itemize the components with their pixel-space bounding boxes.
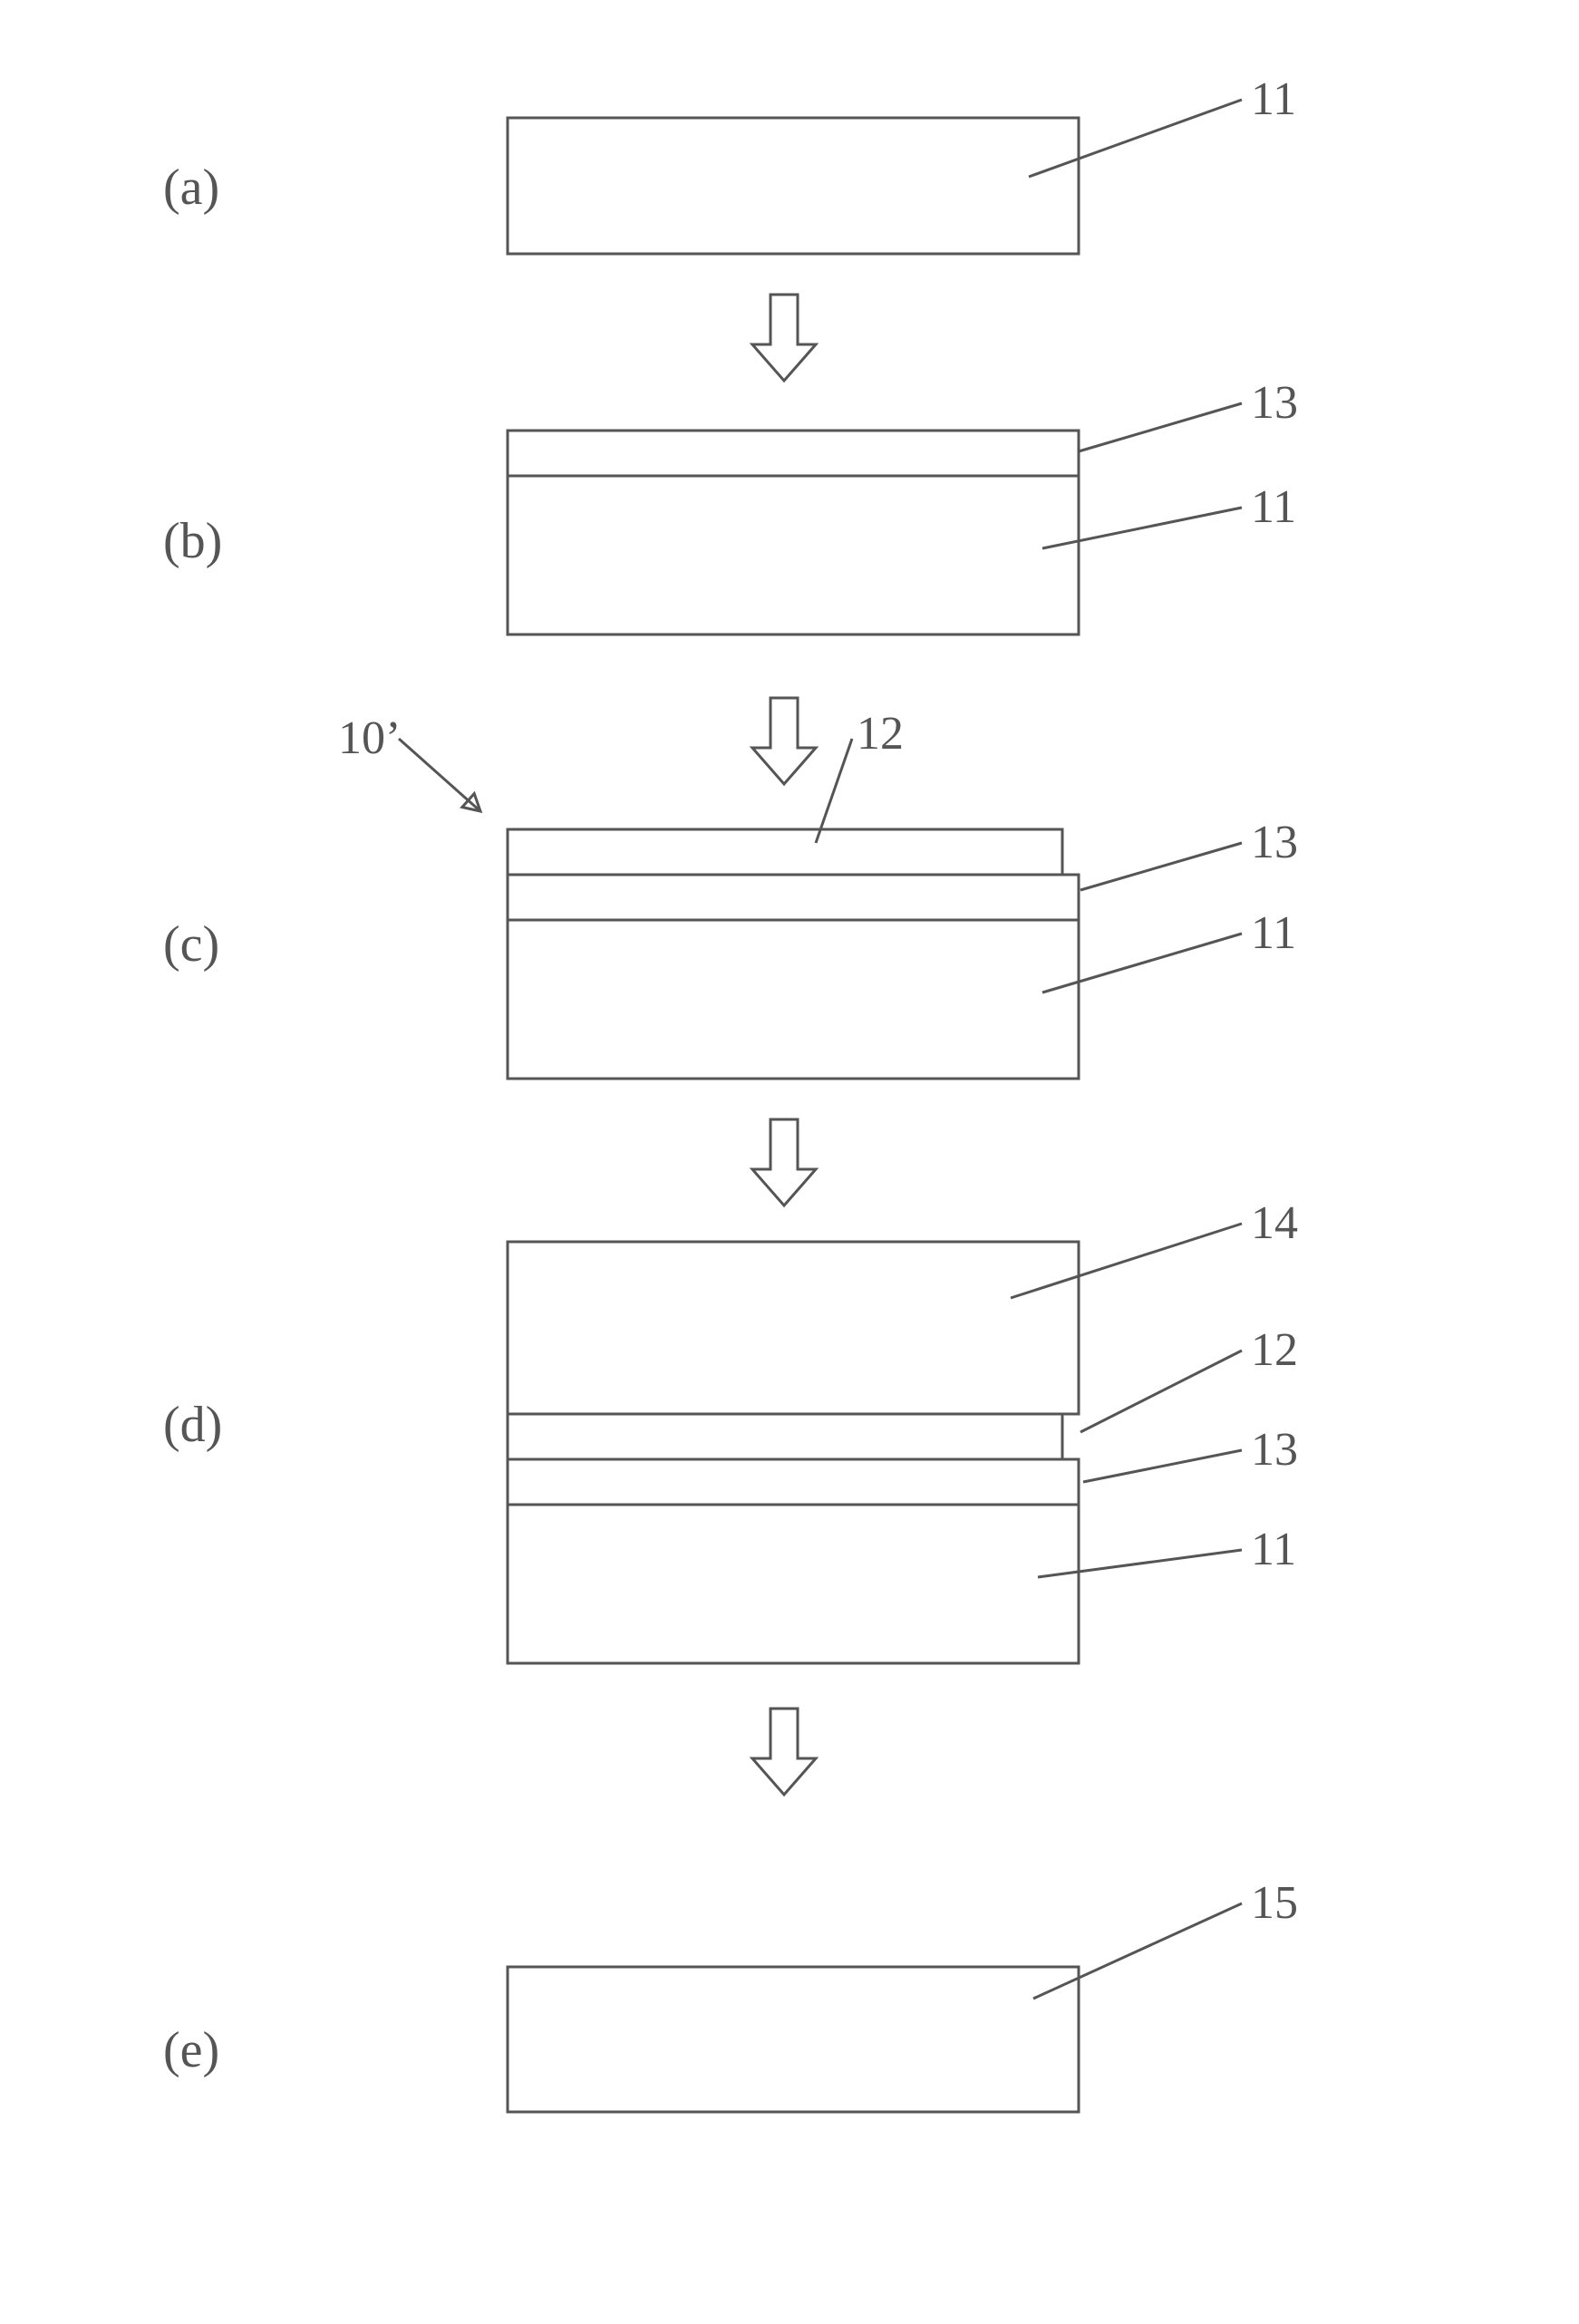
flow-arrows-group xyxy=(752,295,816,1795)
flow-arrow-3 xyxy=(752,1709,816,1795)
leader-line-3 xyxy=(1080,843,1242,890)
leader-line-7 xyxy=(1080,1351,1242,1432)
layer-d-l12 xyxy=(508,1414,1062,1459)
leader-line-6 xyxy=(1011,1224,1242,1298)
layer-d-l14 xyxy=(508,1242,1079,1414)
layer-d-l13 xyxy=(508,1459,1079,1505)
layer-e-l15 xyxy=(508,1967,1079,2112)
layer-b-sub xyxy=(508,476,1079,634)
leader-line-1 xyxy=(1079,403,1242,451)
layer-c-l12 xyxy=(508,829,1062,875)
flow-arrow-1 xyxy=(752,698,816,784)
flow-arrow-0 xyxy=(752,295,816,381)
leader-lines-group xyxy=(399,100,1242,1999)
layer-d-sub xyxy=(508,1505,1079,1663)
flow-arrow-2 xyxy=(752,1119,816,1206)
leader-line-9 xyxy=(1038,1550,1242,1577)
layer-c-sub xyxy=(508,920,1079,1079)
leader-line-4 xyxy=(1042,934,1242,993)
layer-b-l13 xyxy=(508,431,1079,476)
leader-line-10 xyxy=(1033,1903,1242,1999)
layer-c-l13 xyxy=(508,875,1079,920)
layers-group xyxy=(508,118,1079,2112)
leader-line-2 xyxy=(1042,508,1242,548)
leader-line-0 xyxy=(1029,100,1242,177)
leader-line-8 xyxy=(1083,1450,1242,1482)
leader-line-5 xyxy=(816,739,852,843)
layer-a-sub xyxy=(508,118,1079,254)
diagram-svg xyxy=(0,0,1579,2324)
diagram-page: (a) (b) (c) (d) (e) 11 13 11 10’ 12 13 1… xyxy=(0,0,1579,2324)
